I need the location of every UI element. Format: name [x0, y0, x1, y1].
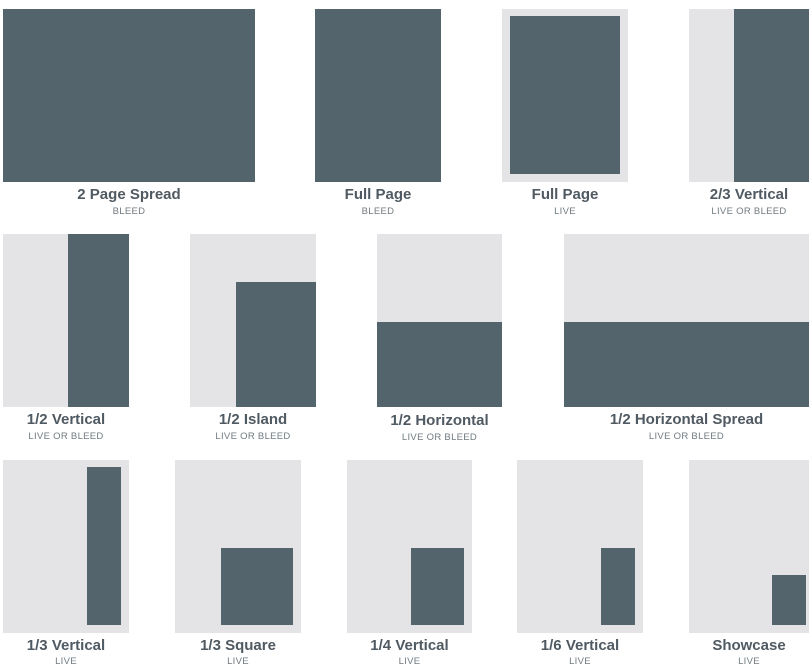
ad-size-title: 1/2 Vertical [26, 411, 106, 428]
ad-area [510, 16, 620, 174]
ad-size-title: Full Page [531, 186, 599, 203]
ad-size-subtitle: LIVE [227, 656, 249, 667]
ad-size-title: 1/3 Vertical [26, 637, 106, 654]
ad-size-subtitle: LIVE OR BLEED [711, 206, 787, 217]
ad-size-subtitle: BLEED [361, 206, 395, 217]
ad-size-title: 1/2 Horizontal Spread [609, 411, 764, 428]
ad-area [734, 9, 809, 182]
ad-size-subtitle: BLEED [112, 206, 146, 217]
ad-size-title: 1/3 Square [200, 637, 276, 654]
ad-size-subtitle: LIVE [55, 656, 77, 667]
ad-size-title: 1/2 Island [218, 411, 288, 428]
ad-size-title: Full Page [344, 186, 412, 203]
ad-size-subtitle: LIVE [738, 656, 760, 667]
ad-size-title: 1/2 Horizontal [390, 412, 489, 429]
ad-size-subtitle: LIVE OR BLEED [401, 432, 478, 443]
ad-size-title: 2 Page Spread [77, 186, 181, 203]
ad-area [772, 575, 806, 625]
ad-area [377, 322, 502, 407]
ad-size-subtitle: LIVE OR BLEED [28, 431, 104, 442]
ad-size-subtitle: LIVE [554, 206, 576, 217]
ad-area [236, 282, 316, 407]
ad-area [564, 322, 809, 407]
ad-area [68, 234, 129, 407]
ad-size-subtitle: LIVE OR BLEED [648, 431, 725, 442]
ad-area [87, 467, 121, 625]
ad-size-title: 2/3 Vertical [709, 186, 789, 203]
ad-area [411, 548, 464, 625]
ad-size-title: 1/4 Vertical [370, 637, 449, 654]
ad-area [315, 9, 441, 182]
ad-area [601, 548, 635, 625]
ad-size-subtitle: LIVE [569, 656, 591, 667]
ad-size-title: 1/6 Vertical [540, 637, 620, 654]
ad-size-title: Showcase [712, 637, 786, 654]
ad-area [221, 548, 293, 625]
ad-size-subtitle: LIVE OR BLEED [215, 431, 291, 442]
ad-size-subtitle: LIVE [398, 656, 421, 667]
ad-area [3, 9, 255, 182]
